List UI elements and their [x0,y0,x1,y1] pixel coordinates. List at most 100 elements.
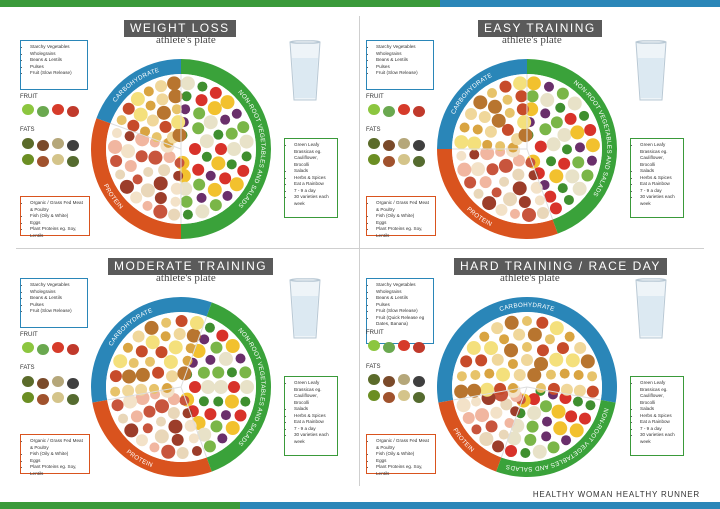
carbohydrate-food-image [508,142,519,153]
fat-food-image [67,378,79,389]
protein-food-image [522,207,537,222]
vegetable-food-image [192,163,205,176]
vegetable-food-image [204,408,217,421]
vegetable-food-image [220,114,231,125]
vegetable-item: Salads [294,168,334,175]
protein-food-image [500,398,513,411]
carbohydrate-food-image [127,119,140,132]
protein-food-image [512,154,525,167]
vegetable-food-image [222,190,233,201]
carbohydrate-segment [91,297,212,403]
panel-title: EASY TRAINING [478,20,602,37]
protein-food-image [462,411,475,424]
carbohydrate-food-image [122,369,137,384]
protein-food-image [149,442,160,453]
carbohydrate-food-image [460,355,473,368]
vegetable-segment [206,302,271,472]
protein-food-image [174,157,185,168]
vegetable-food-image [210,420,223,433]
panel-moderate-training: MODERATE TRAINING athlete's plate Starch… [16,252,356,488]
carbohydrate-food-image [166,370,179,383]
panel-title: WEIGHT LOSS [124,20,236,37]
vegetable-item: 7 - 9 a day [640,188,680,195]
vegetable-food-image [240,380,254,394]
carbohydrate-food-image [482,139,493,150]
water-glass-icon [289,278,321,339]
carbohydrate-food-image [473,95,488,110]
vegetable-food-image [225,420,240,435]
carbohydrate-food-image [156,93,169,106]
vegetable-food-image [201,151,212,162]
carbohydrate-item: Starchy Vegetables [30,282,84,289]
protein-food-image [158,164,171,177]
protein-food-image [154,429,169,444]
protein-item: Organic / Grass Fed Meat & Poultry [30,200,86,213]
protein-food-image [490,406,503,419]
carbohydrate-food-image [459,122,470,133]
carbohydrate-item: Beans & Lentils [376,57,430,64]
plate-diagram: NON-ROOT VEGETABLES AND SALADSPROTEINCAR… [91,297,271,477]
vegetable-item: Green Leafy Brassicas eg. Cauliflower, B… [640,142,680,168]
protein-food-image [170,182,183,195]
vegetables-list-box: Green Leafy Brassicas eg. Cauliflower, B… [630,138,684,218]
vegetable-food-image [540,108,551,119]
protein-food-image [456,150,467,161]
protein-food-image [108,139,123,154]
vegetable-food-image [543,81,554,92]
fat-food-image [398,138,410,149]
vegetables-list: Green Leafy Brassicas eg. Cauliflower, B… [288,380,334,445]
protein-food-image [163,151,176,164]
carbohydrate-food-image [122,342,133,353]
carbohydrate-food-image [128,358,139,369]
carbohydrate-food-image [535,382,546,393]
carbohydrate-food-image [185,343,196,354]
carbohydrate-food-image [559,368,570,379]
plate-diagram: NON-ROOT VEGETABLES AND SALADSPROTEINCAR… [437,297,617,477]
water-glass-icon [635,278,667,339]
protein-item: Eggs [376,220,432,227]
protein-food-image [167,407,180,420]
protein-list-box: Organic / Grass Fed Meat & PoultryFish (… [20,434,90,476]
protein-food-image [123,394,138,409]
vegetable-food-image [565,410,578,423]
vegetable-food-image [213,396,224,407]
fat-food-image [52,392,64,403]
carbohydrate-food-image [515,90,528,103]
vegetable-food-image [197,81,208,92]
carbohydrate-food-image [135,345,148,358]
carbohydrate-item: Starchy Vegetables [376,44,430,51]
protein-food-image [469,149,480,160]
segment-divider [180,386,208,458]
fruit-food-image [22,104,34,115]
fruit-label: FRUIT [366,94,384,100]
vegetable-food-image [507,431,522,446]
carbohydrate-food-image [507,358,518,369]
protein-list-box: Organic / Grass Fed Meat & PoultryFish (… [366,434,436,476]
protein-food-image [457,162,472,177]
fruit-food-image [398,104,410,115]
vegetable-food-image [524,433,537,446]
horizontal-divider [16,248,704,249]
protein-food-image [124,159,137,172]
protein-food-image [536,207,549,220]
fat-food-image [22,138,34,149]
carbohydrate-food-image [527,368,542,383]
carbohydrate-food-image [145,100,156,111]
protein-food-image [156,416,166,427]
vegetable-food-image [553,421,568,436]
vegetable-food-image [539,123,552,136]
carbohydrate-food-image [171,104,182,115]
carbohydrate-food-image [456,371,467,382]
protein-food-image [130,410,143,423]
vegetable-item: Eat a Rainbow [640,419,680,426]
carbohydrate-food-image [186,328,201,343]
carbohydrate-food-image [522,316,532,326]
protein-food-image [142,423,153,434]
protein-food-image [495,203,508,216]
vegetable-item: Salads [294,406,334,413]
carbohydrate-food-image [160,331,171,342]
fruit-food-image [52,342,64,353]
protein-item: Fish (Oily & White) [376,451,432,458]
vegetable-food-image [205,354,216,365]
carbohydrate-item: Starchy Vegetables [376,282,430,289]
